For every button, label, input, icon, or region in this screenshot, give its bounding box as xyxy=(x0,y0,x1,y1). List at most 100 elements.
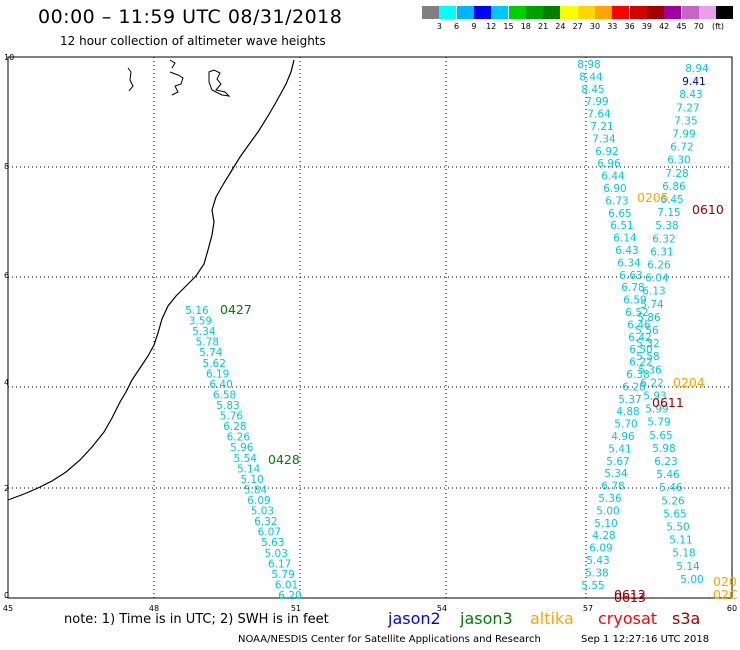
wave-height-value: 6.58 xyxy=(213,389,236,401)
wave-height-value: 5.65 xyxy=(663,508,686,520)
island-outline xyxy=(127,67,134,92)
page-title: 00:00 – 11:59 UTC 08/31/2018 xyxy=(38,6,343,28)
wave-height-value: 5.03 xyxy=(251,506,274,518)
legend-label: 45 xyxy=(676,22,687,31)
legend-label: 36 xyxy=(624,22,635,31)
legend-swatch xyxy=(698,6,716,19)
wave-height-value: 6.38 xyxy=(626,369,649,381)
wave-height-value: 5.79 xyxy=(647,417,670,429)
y-tick-label: 10 xyxy=(4,53,14,62)
wave-height-value: 6.22 xyxy=(640,377,663,389)
wave-height-value: 5.16 xyxy=(185,305,209,317)
wave-height-value: 5.50 xyxy=(666,522,689,534)
wave-height-value: 6.43 xyxy=(615,245,638,257)
wave-height-value: 6.20 xyxy=(278,590,301,602)
wave-height-value: 5.86 xyxy=(637,312,661,324)
wave-height-value: 6.28 xyxy=(622,381,645,393)
x-tick-label: 51 xyxy=(291,604,301,613)
wave-height-value: 6.45 xyxy=(660,194,683,206)
legend-swatch xyxy=(491,6,509,19)
wave-height-value: 5.32 xyxy=(636,338,659,350)
wave-height-value: 6.07 xyxy=(258,527,281,539)
wave-height-value: 5.00 xyxy=(680,574,703,586)
wave-height-value: 5.93 xyxy=(643,391,666,403)
legend-swatch xyxy=(543,6,561,19)
legend-swatch xyxy=(646,6,664,19)
legend-swatch xyxy=(612,6,630,19)
legend-label: 12 xyxy=(486,22,497,31)
wave-height-value: 6.96 xyxy=(597,158,621,170)
wave-height-value: 7.15 xyxy=(657,207,680,219)
wave-height-value: 5.10 xyxy=(594,518,617,530)
wave-height-value: 7.99 xyxy=(585,96,608,108)
x-tick-label: 60 xyxy=(727,604,737,613)
y-tick-label: 8 xyxy=(4,162,9,171)
legend-label: 42 xyxy=(659,22,670,31)
legend-swatch xyxy=(439,6,457,19)
wave-height-value: 5.46 xyxy=(659,482,683,494)
wave-height-value: 6.34 xyxy=(617,257,641,269)
wave-height-value: 6.42 xyxy=(628,332,651,344)
island-outline xyxy=(169,59,184,96)
page-subtitle: 12 hour collection of altimeter wave hei… xyxy=(60,34,326,48)
wave-height-value: 6.50 xyxy=(629,344,652,356)
wave-height-value: 6.26 xyxy=(227,432,251,444)
wave-height-value: 5.36 xyxy=(638,364,662,376)
legend-swatch xyxy=(629,6,647,19)
wave-height-value: 6.17 xyxy=(268,558,291,570)
pass-label: 0205 xyxy=(637,190,669,205)
wave-height-value: 6.90 xyxy=(603,183,626,195)
wave-height-value: 6.23 xyxy=(654,456,677,468)
wave-height-value: 6.30 xyxy=(667,155,690,167)
y-tick-label: 0 xyxy=(4,591,9,600)
wave-height-value: 5.70 xyxy=(614,419,637,431)
satellite-altika: altika xyxy=(530,609,574,628)
satellite-s3a: s3a xyxy=(672,609,701,628)
wave-height-value: 5.11 xyxy=(669,535,692,547)
wave-height-value: 6.32 xyxy=(652,233,675,245)
wave-height-value: 7.99 xyxy=(672,129,695,141)
wave-height-value: 5.65 xyxy=(649,430,672,442)
wave-height-value: 4.28 xyxy=(592,530,615,542)
wave-height-value: 6.92 xyxy=(595,146,618,158)
wave-height-value: 6.01 xyxy=(275,579,298,591)
wave-height-value: 7.27 xyxy=(676,102,699,114)
wave-height-value: 5.41 xyxy=(608,443,631,455)
legend-unit: (ft) xyxy=(712,22,725,31)
legend-swatch xyxy=(508,6,526,19)
wave-height-value: 6.31 xyxy=(650,246,673,258)
wave-height-value: 5.43 xyxy=(586,555,609,567)
wave-height-value: 5.38 xyxy=(655,220,678,232)
x-tick-label: 57 xyxy=(583,604,593,613)
legend-label: 3 xyxy=(436,22,442,31)
footer-note: note: 1) Time is in UTC; 2) SWH is in fe… xyxy=(64,612,329,627)
satellite-jason2: jason2 xyxy=(388,609,441,628)
wave-height-value: 5.96 xyxy=(230,442,254,454)
legend-swatch xyxy=(595,6,612,19)
legend-swatch xyxy=(456,6,474,19)
wave-height-value: 6.32 xyxy=(254,516,277,528)
wave-height-value: 7.64 xyxy=(587,109,611,121)
wave-height-value: 7.35 xyxy=(674,115,697,127)
legend-label: 30 xyxy=(589,22,601,31)
wave-height-value: 6.40 xyxy=(209,379,232,391)
wave-height-value: 5.38 xyxy=(585,567,608,579)
pass-label-0428: 0428 xyxy=(268,452,300,467)
wave-height-value: 8.44 xyxy=(579,71,603,83)
wave-height-value: 5.00 xyxy=(596,505,619,517)
wave-height-value: 5.74 xyxy=(640,299,664,311)
legend-swatch xyxy=(681,6,699,19)
wave-height-value: 6.28 xyxy=(223,421,246,433)
wave-height-value: 5.14 xyxy=(237,463,261,475)
wave-height-value: 5.76 xyxy=(220,411,244,423)
island-outline xyxy=(208,69,231,97)
legend-label: 33 xyxy=(607,22,618,31)
wave-height-value: 5.67 xyxy=(606,456,629,468)
y-tick-label: 6 xyxy=(4,271,9,280)
wave-height-value: 3.59 xyxy=(189,316,212,328)
map-frame xyxy=(7,56,733,599)
wave-height-value: 8.94 xyxy=(685,63,709,75)
wave-height-value: 5.62 xyxy=(203,358,226,370)
wave-height-value: 5.58 xyxy=(636,351,659,363)
